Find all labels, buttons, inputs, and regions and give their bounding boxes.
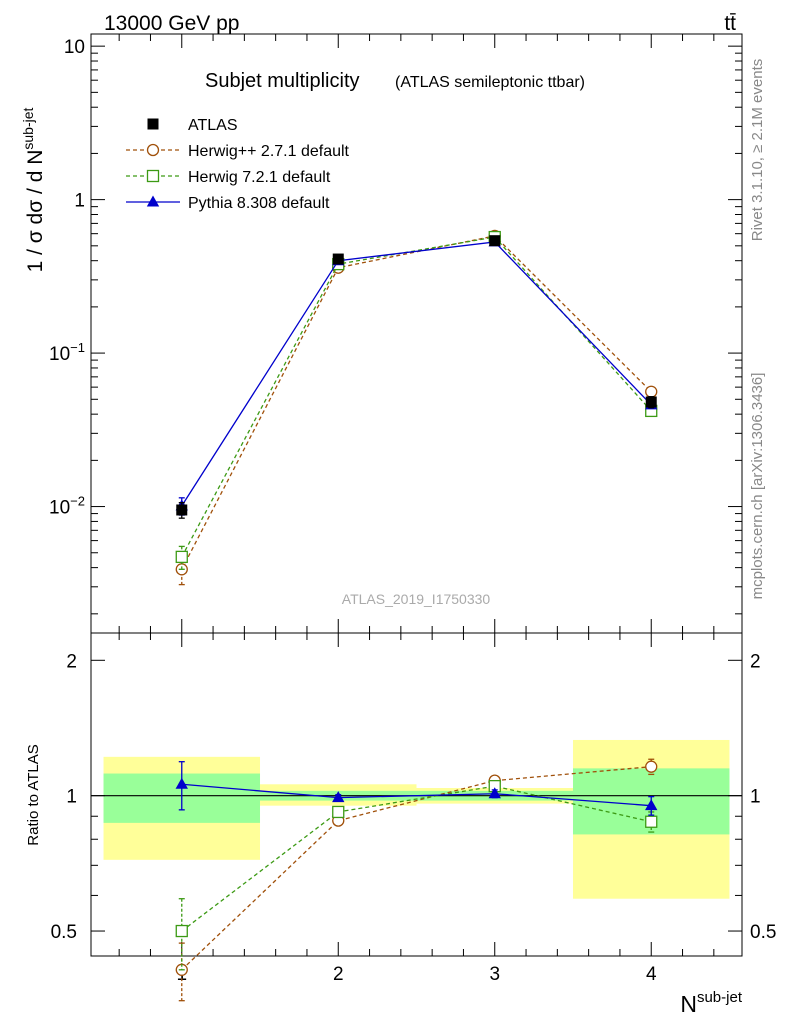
ratio-series-herwigpp-point: [645, 760, 658, 773]
ratio-panel: 0.50.511221234 Ratio to ATLAS Nsub-jet: [25, 632, 776, 1017]
legend-label-pythia: Pythia 8.308 default: [188, 195, 330, 212]
main-y-axis-label-text: 1 / σ dσ / d N: [24, 150, 47, 273]
main-series-pythia: [175, 235, 658, 516]
main-y-tick-label: 10: [64, 37, 85, 58]
x-axis-label-text: N: [680, 991, 697, 1017]
ratio-series-pythia: [175, 761, 658, 816]
main-series-herwigpp-line: [181, 235, 652, 570]
legend-item-herwig7: Herwig 7.2.1 default: [126, 169, 331, 186]
main-y-tick-label-base: 10: [49, 498, 70, 519]
main-series-pythia-line: [181, 241, 652, 507]
energy-label: 13000 GeV pp: [104, 12, 239, 35]
x-axis-label-sup: sub-jet: [697, 989, 743, 1006]
main-y-tick-label: 10−1: [49, 340, 85, 365]
legend-item-herwigpp: Herwig++ 2.7.1 default: [126, 143, 350, 160]
ratio-y-tick-label-right: 1: [750, 787, 761, 808]
main-y-axis-label: 1 / σ dσ / d Nsub-jet: [20, 107, 47, 272]
main-series-atlas-point: [176, 504, 188, 516]
main-series-herwig7-point: [175, 550, 188, 564]
ratio-x-tick-label: 4: [646, 964, 657, 985]
ratio-x-tick-label: 2: [333, 964, 344, 985]
ratio-series-herwigpp-line: [181, 766, 652, 971]
ratio-series-pythia-line: [181, 783, 652, 807]
main-series-atlas-point: [332, 253, 344, 265]
main-series-atlas-point: [489, 235, 501, 247]
ratio-plot-frame: [90, 632, 743, 957]
main-y-axis-label-sup: sub-jet: [20, 107, 36, 149]
source-label: mcplots.cern.ch [arXiv:1306.3436]: [749, 373, 766, 600]
ratio-x-tick-label: 3: [489, 964, 500, 985]
main-y-tick-label-exp: −2: [70, 494, 85, 509]
main-series-herwigpp: [175, 229, 658, 586]
ratio-y-axis-label: Ratio to ATLAS: [25, 744, 42, 845]
main-series-herwig7-line: [181, 236, 652, 558]
chart-title: Subjet multiplicity: [205, 70, 360, 92]
legend-marker-pythia: [146, 195, 160, 207]
legend-label-herwig7: Herwig 7.2.1 default: [188, 169, 331, 186]
legend-label-herwigpp: Herwig++ 2.7.1 default: [188, 143, 350, 160]
main-y-tick-label-base: 1: [74, 191, 85, 212]
legend-item-atlas: ATLAS: [147, 117, 238, 134]
legend-marker-atlas: [147, 118, 159, 130]
ratio-series-pythia-point: [332, 791, 345, 803]
rivet-version-label: Rivet 3.1.10, ≥ 2.1M events: [749, 59, 766, 242]
legend-marker-herwig7: [146, 169, 160, 183]
x-axis-label: Nsub-jet: [680, 989, 742, 1017]
main-panel: Subjet multiplicity (ATLAS semileptonic …: [20, 33, 743, 634]
legend-item-pythia: Pythia 8.308 default: [126, 195, 330, 212]
main-y-tick-label: 10−2: [49, 494, 85, 519]
ratio-series-pythia-point: [645, 799, 658, 811]
ratio-series-herwig7-point: [645, 815, 658, 828]
ratio-y-tick-label: 1: [66, 787, 77, 808]
ratio-y-tick-label: 0.5: [51, 922, 77, 943]
main-y-tick-label: 1: [74, 191, 85, 212]
chart-subtitle: (ATLAS semileptonic ttbar): [395, 74, 585, 91]
analysis-watermark: ATLAS_2019_I1750330: [342, 591, 491, 607]
main-series-herwigpp-point: [645, 385, 658, 398]
main-y-tick-label-exp: −1: [70, 340, 85, 355]
ratio-series-pythia-point: [175, 777, 188, 789]
ratio-series-herwig7-point: [175, 924, 188, 938]
ratio-series-pythia-point: [488, 787, 501, 799]
legend: ATLAS Herwig++ 2.7.1 default Herwig 7.2.1 …: [126, 117, 350, 212]
main-series-atlas: [176, 235, 657, 519]
main-series-atlas-point: [645, 396, 657, 408]
ratio-y-tick-label: 2: [66, 651, 77, 672]
legend-label-atlas: ATLAS: [188, 117, 238, 134]
legend-marker-herwigpp: [146, 143, 160, 157]
ratio-series-herwig7-point: [332, 805, 345, 819]
ratio-series-herwig7-line: [181, 785, 652, 932]
process-label: tt̄: [724, 12, 736, 35]
main-y-tick-label-base: 10: [64, 37, 85, 58]
main-y-tick-label-base: 10: [49, 344, 70, 365]
ratio-y-tick-label-right: 2: [750, 651, 761, 672]
ratio-series-herwig7: [175, 779, 658, 971]
ratio-y-tick-label-right: 0.5: [750, 922, 776, 943]
